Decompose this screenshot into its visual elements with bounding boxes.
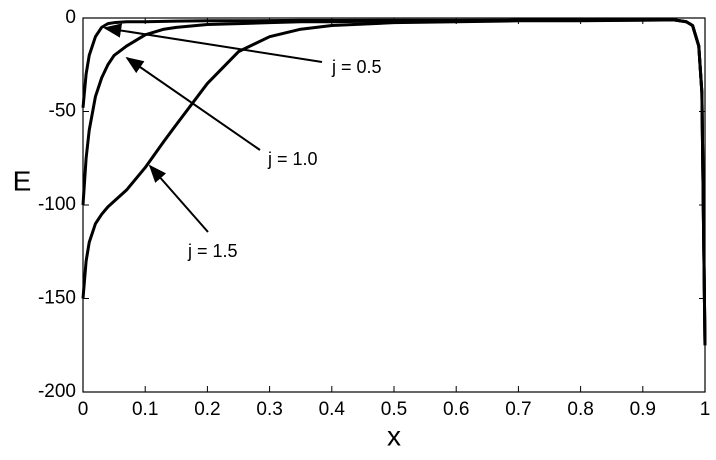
y-tick-label: 0 [65, 7, 76, 28]
annotation-label: j = 1.0 [267, 149, 318, 169]
x-tick-label: 0.6 [443, 399, 469, 420]
annotation-arrow [148, 164, 209, 233]
y-tick-label: -150 [38, 288, 76, 309]
y-axis-label: E [13, 165, 32, 196]
y-tick-label: -100 [38, 194, 76, 215]
x-tick-label: 0.2 [194, 399, 220, 420]
annotation-label: j = 0.5 [331, 57, 382, 77]
x-tick-label: 0.4 [319, 399, 346, 420]
annotation-arrow [125, 56, 261, 151]
plot-frame [82, 17, 706, 393]
x-tick-label: 0.3 [256, 399, 282, 420]
x-tick-label: 0.5 [381, 399, 407, 420]
x-axis-label: x [387, 420, 401, 451]
annotation-arrow [103, 23, 323, 63]
series-line [81, 18, 707, 346]
series-line [81, 18, 707, 346]
x-tick-label: 0 [78, 399, 89, 420]
annotation-label: j = 1.5 [187, 241, 238, 261]
x-tick-label: 0.9 [630, 399, 656, 420]
x-tick-label: 0.7 [505, 399, 531, 420]
y-tick-label: -50 [49, 101, 76, 122]
x-tick-label: 1 [700, 399, 711, 420]
y-tick-label: -200 [38, 381, 76, 402]
x-tick-label: 0.1 [132, 399, 158, 420]
x-tick-label: 0.8 [567, 399, 593, 420]
series-line [81, 18, 707, 346]
